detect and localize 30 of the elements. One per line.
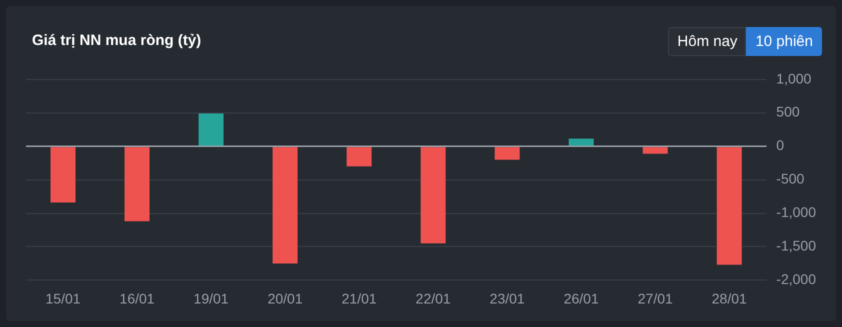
x-tick-label: 20/01 [268,290,303,306]
y-tick-label: 0 [776,137,784,154]
x-tick-label: 26/01 [564,290,599,306]
chart-title: Giá trị NN mua ròng (tỷ) [32,32,202,49]
x-tick-label: 28/01 [712,290,748,306]
y-tick-label: 1,000 [776,70,812,86]
y-tick-label: -500 [776,170,805,187]
x-tick-label: 19/01 [194,290,229,306]
bar [272,147,298,264]
y-tick-label: -1,500 [776,238,816,254]
x-tick-label: 22/01 [416,290,451,306]
y-tick-label: 500 [776,104,800,120]
y-tick-label: -1,000 [776,204,816,220]
x-tick-label: 21/01 [342,290,377,306]
x-tick-label: 27/01 [638,290,673,306]
x-tick-label: 16/01 [120,290,155,306]
bar [346,147,372,166]
bar [568,138,594,146]
text: Hôm nay [668,27,746,56]
bar [494,147,520,160]
x-tick-label: 23/01 [490,290,525,306]
y-tick-label: -2,000 [776,271,816,288]
bar [420,147,446,244]
text: 10 phiên [746,27,822,56]
bar [198,114,224,146]
x-tick-label: 15/01 [45,290,81,306]
bar [124,147,150,222]
bar [50,147,76,203]
bar [642,147,668,154]
bar [716,147,742,265]
